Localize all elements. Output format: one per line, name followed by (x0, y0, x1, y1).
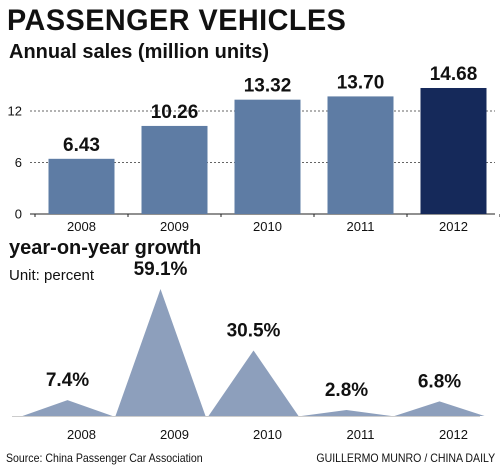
bar (327, 96, 394, 214)
growth-x-tick-label: 2008 (67, 427, 96, 442)
growth-triangle (22, 400, 113, 416)
bar (48, 158, 115, 214)
growth-unit-label: Unit: percent (9, 267, 95, 284)
credit-note: GUILLERMO MUNRO / CHINA DAILY (316, 451, 495, 465)
growth-triangle (208, 350, 299, 416)
source-note: Source: China Passenger Car Association (6, 451, 203, 465)
x-tick-label: 2011 (347, 219, 375, 234)
y-tick-label: 0 (15, 207, 22, 222)
sales-chart-subtitle: Annual sales (million units) (9, 41, 270, 63)
x-tick-label: 2012 (439, 219, 468, 234)
growth-value-label: 59.1% (134, 259, 188, 280)
x-tick-label: 2009 (160, 219, 189, 234)
bar (141, 125, 208, 214)
bar-value-label: 6.43 (63, 135, 100, 156)
growth-value-label: 6.8% (418, 371, 461, 392)
growth-triangle (115, 289, 206, 416)
page-title: PASSENGER VEHICLES (7, 4, 347, 37)
y-tick-label: 6 (15, 155, 22, 170)
growth-x-tick-label: 2010 (253, 427, 282, 442)
y-tick-label: 12 (8, 104, 22, 119)
growth-value-label: 7.4% (46, 370, 89, 391)
growth-triangle (394, 401, 485, 416)
growth-chart-subtitle: year-on-year growth (9, 237, 202, 259)
x-tick-label: 2010 (253, 219, 282, 234)
growth-x-tick-label: 2011 (347, 427, 375, 442)
bar-value-label: 10.26 (151, 102, 199, 123)
growth-triangle (301, 409, 392, 416)
x-tick-label: 2008 (67, 219, 96, 234)
bar (420, 87, 487, 214)
bar-value-label: 13.70 (337, 72, 385, 93)
growth-value-label: 2.8% (325, 380, 368, 401)
bar-value-label: 13.32 (244, 76, 292, 97)
growth-x-tick-label: 2009 (160, 427, 189, 442)
bar-value-label: 14.68 (430, 64, 478, 85)
growth-value-label: 30.5% (227, 320, 281, 341)
growth-x-tick-label: 2012 (439, 427, 468, 442)
bar (234, 99, 301, 214)
